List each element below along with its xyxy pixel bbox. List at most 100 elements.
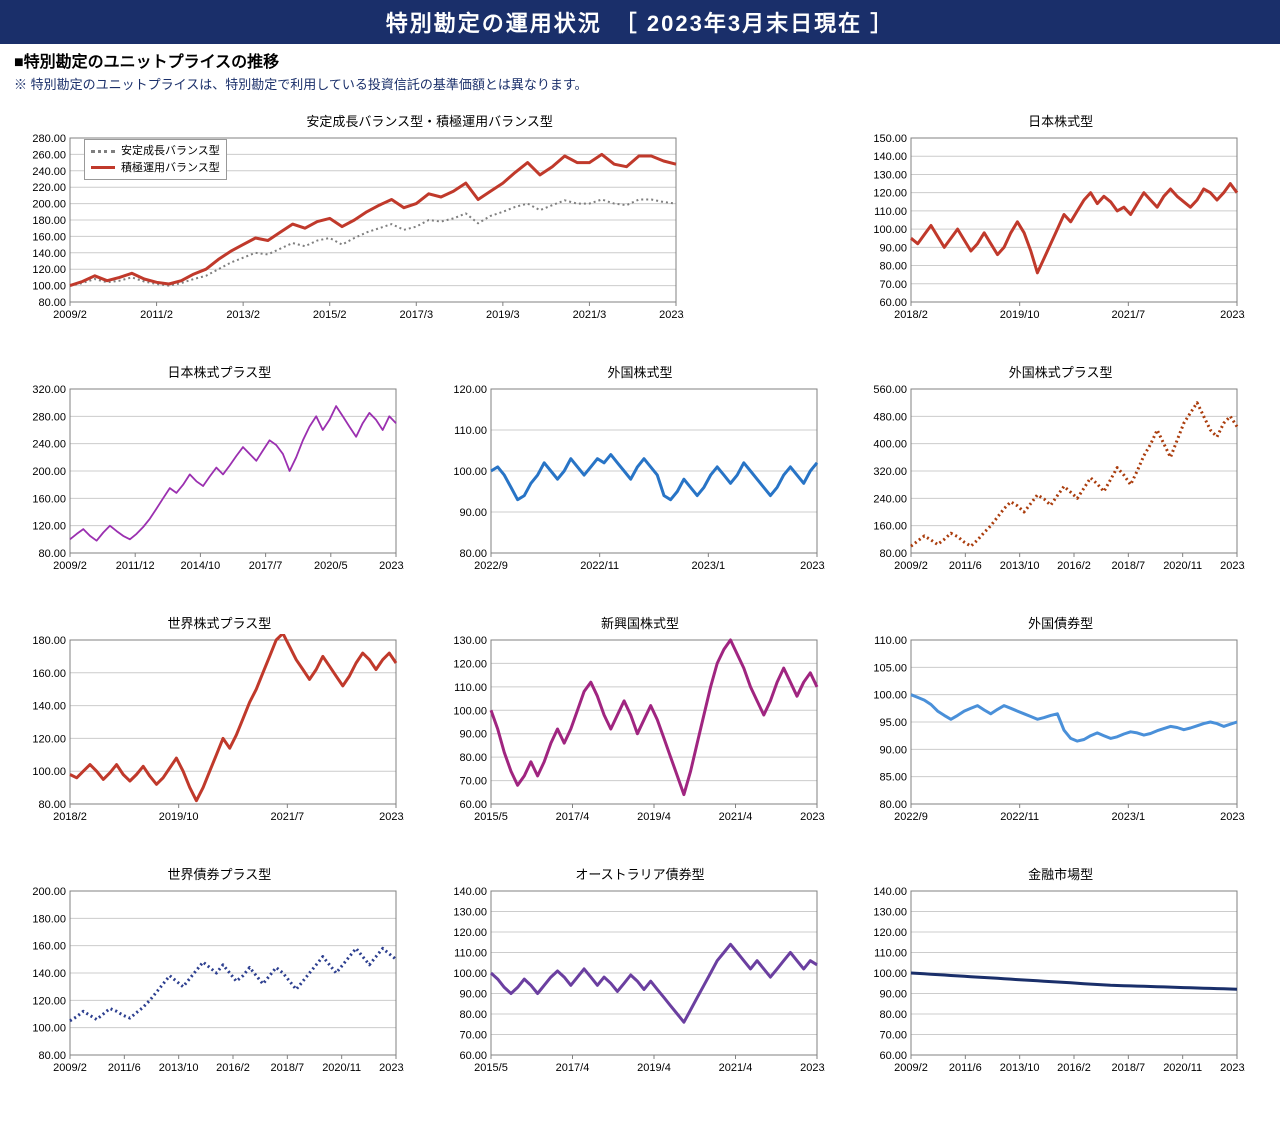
svg-text:70.00: 70.00 (459, 776, 487, 788)
svg-text:130.00: 130.00 (453, 907, 487, 919)
section-heading: ■特別勘定のユニットプライスの推移 (0, 44, 1280, 72)
svg-text:200.00: 200.00 (32, 886, 66, 898)
svg-text:2011/2: 2011/2 (140, 309, 173, 321)
svg-text:60.00: 60.00 (459, 799, 487, 811)
svg-text:160.00: 160.00 (32, 493, 66, 505)
chart-svg: 80.00160.00240.00320.00400.00480.00560.0… (865, 383, 1245, 573)
svg-text:120.00: 120.00 (453, 658, 487, 670)
svg-text:2019/4: 2019/4 (637, 811, 671, 823)
svg-text:2011/12: 2011/12 (116, 560, 155, 572)
svg-text:80.00: 80.00 (38, 297, 66, 309)
svg-text:2011/6: 2011/6 (949, 560, 982, 572)
svg-text:2009/2: 2009/2 (895, 1062, 929, 1074)
svg-text:2021/7: 2021/7 (1112, 309, 1146, 321)
svg-text:90.00: 90.00 (459, 729, 487, 741)
svg-text:2023/3: 2023/3 (659, 309, 684, 321)
svg-text:2023/3: 2023/3 (379, 1062, 404, 1074)
svg-text:180.00: 180.00 (32, 635, 66, 647)
svg-text:140.00: 140.00 (874, 886, 908, 898)
svg-text:120.00: 120.00 (453, 384, 487, 396)
chart-svg: 60.0070.0080.0090.00100.00110.00120.0013… (445, 885, 825, 1075)
svg-text:140.00: 140.00 (32, 248, 66, 260)
svg-text:160.00: 160.00 (32, 231, 66, 243)
chart-title: 世界株式プラス型 (24, 613, 415, 632)
svg-text:60.00: 60.00 (880, 1050, 908, 1062)
svg-text:2021/4: 2021/4 (718, 1062, 752, 1074)
svg-text:100.00: 100.00 (874, 968, 908, 980)
svg-text:120.00: 120.00 (874, 188, 908, 200)
charts-grid: 安定成長バランス型・積極運用バランス型80.00100.00120.00140.… (0, 111, 1280, 1099)
svg-text:100.00: 100.00 (874, 690, 908, 702)
svg-text:400.00: 400.00 (874, 439, 908, 451)
chart-svg: 80.0085.0090.0095.00100.00105.00110.0020… (865, 634, 1245, 824)
svg-text:2019/10: 2019/10 (159, 811, 199, 823)
svg-text:2015/2: 2015/2 (313, 309, 347, 321)
svg-text:2011/6: 2011/6 (949, 1062, 982, 1074)
chart-svg: 60.0070.0080.0090.00100.00110.00120.0013… (865, 885, 1245, 1075)
svg-text:2018/2: 2018/2 (53, 811, 87, 823)
chart-title: 外国株式型 (445, 362, 836, 381)
svg-text:140.00: 140.00 (874, 151, 908, 163)
svg-text:110.00: 110.00 (875, 635, 908, 647)
svg-text:160.00: 160.00 (32, 668, 66, 680)
svg-text:2023/3: 2023/3 (379, 560, 404, 572)
svg-text:240.00: 240.00 (874, 493, 908, 505)
svg-text:180.00: 180.00 (32, 215, 66, 227)
svg-text:2015/5: 2015/5 (474, 1062, 508, 1074)
svg-text:80.00: 80.00 (38, 548, 66, 560)
svg-text:2016/2: 2016/2 (1058, 1062, 1092, 1074)
chart-legend: 安定成長バランス型積極運用バランス型 (84, 139, 227, 180)
svg-text:70.00: 70.00 (459, 1030, 487, 1042)
chart-c6: 世界株式プラス型 80.00 100.00 120.00 140.00 160.00 180… (24, 613, 415, 824)
chart-title: オーストラリア債券型 (445, 864, 836, 883)
svg-text:2020/5: 2020/5 (314, 560, 348, 572)
svg-text:90.00: 90.00 (880, 989, 908, 1001)
svg-text:140.00: 140.00 (32, 701, 66, 713)
svg-text:2019/10: 2019/10 (1000, 309, 1040, 321)
footnote: ※ 特別勘定のユニットプライスは、特別勘定で利用している投資信託の基準価額とは異… (0, 72, 1280, 111)
svg-text:90.00: 90.00 (880, 744, 908, 756)
svg-text:2023/3: 2023/3 (1221, 309, 1246, 321)
svg-text:130.00: 130.00 (874, 907, 908, 919)
svg-text:80.00: 80.00 (38, 799, 66, 811)
chart-c1: 安定成長バランス型・積極運用バランス型80.00100.00120.00140.… (24, 111, 835, 322)
svg-text:2017/4: 2017/4 (555, 811, 589, 823)
legend-label: 安定成長バランス型 (121, 143, 220, 160)
page-banner: 特別勘定の運用状況 ［ 2023年3月末日現在 ］ (0, 0, 1280, 44)
svg-text:100.00: 100.00 (32, 1023, 66, 1035)
chart-c4: 外国株式型80.0090.00100.00110.00120.002022/92… (445, 362, 836, 573)
chart-title: 外国株式プラス型 (865, 362, 1256, 381)
svg-text:80.00: 80.00 (880, 261, 908, 273)
svg-text:100.00: 100.00 (874, 224, 908, 236)
svg-text:100.00: 100.00 (32, 766, 66, 778)
svg-text:2020/11: 2020/11 (322, 1062, 361, 1074)
svg-text:2023/3: 2023/3 (1221, 560, 1246, 572)
svg-text:110.00: 110.00 (875, 206, 908, 218)
chart-title: 日本株式プラス型 (24, 362, 415, 381)
svg-text:120.00: 120.00 (32, 733, 66, 745)
svg-text:130.00: 130.00 (453, 635, 487, 647)
svg-text:90.00: 90.00 (459, 507, 487, 519)
svg-text:260.00: 260.00 (32, 149, 66, 161)
svg-text:2011/6: 2011/6 (108, 1062, 141, 1074)
svg-text:2023/3: 2023/3 (1221, 1062, 1246, 1074)
svg-text:2023/1: 2023/1 (691, 560, 725, 572)
svg-text:2023/3: 2023/3 (800, 1062, 825, 1074)
svg-text:85.00: 85.00 (880, 772, 908, 784)
svg-text:100.00: 100.00 (32, 281, 66, 293)
svg-text:100.00: 100.00 (453, 968, 487, 980)
svg-text:2013/2: 2013/2 (226, 309, 260, 321)
svg-text:220.00: 220.00 (32, 182, 66, 194)
chart-c9: 世界債券プラス型80.00100.00120.00140.00160.00180… (24, 864, 415, 1075)
svg-text:120.00: 120.00 (874, 927, 908, 939)
svg-text:2014/10: 2014/10 (181, 560, 221, 572)
svg-text:2016/2: 2016/2 (1058, 560, 1092, 572)
svg-text:2009/2: 2009/2 (53, 309, 87, 321)
chart-title: 金融市場型 (865, 864, 1256, 883)
svg-text:120.00: 120.00 (32, 995, 66, 1007)
svg-text:2023/1: 2023/1 (1112, 811, 1146, 823)
svg-text:2023/3: 2023/3 (379, 811, 404, 823)
svg-text:2021/4: 2021/4 (718, 811, 752, 823)
svg-text:100.00: 100.00 (453, 466, 487, 478)
svg-text:2016/2: 2016/2 (216, 1062, 250, 1074)
